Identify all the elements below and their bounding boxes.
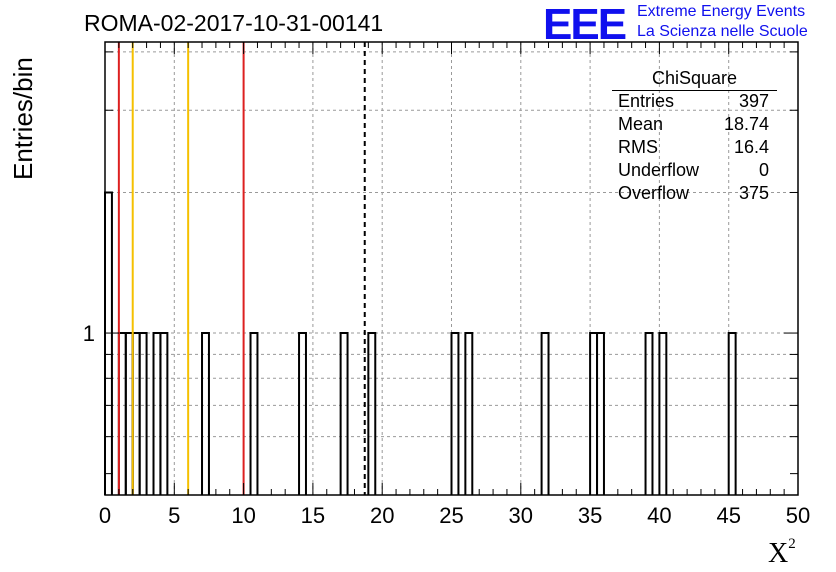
histogram-bar (138, 332, 148, 495)
x-tick-label: 35 (578, 503, 602, 528)
histogram-bar (727, 332, 737, 495)
stats-row-entries: Entries 397 (612, 91, 777, 114)
x-tick-label: 30 (509, 503, 533, 528)
histogram-bar (464, 332, 474, 495)
x-tick-label: 10 (231, 503, 255, 528)
stats-label: Overflow (618, 183, 690, 203)
logo-line-2: La Scienza nelle Scuole (637, 23, 808, 40)
stats-label: Entries (618, 91, 675, 111)
histogram-bar (339, 332, 349, 495)
histogram-bar (124, 332, 134, 495)
y-axis-label: Entries/bin (8, 57, 38, 180)
chart-title: ROMA-02-2017-10-31-00141 (84, 10, 384, 36)
histogram-bar (131, 332, 141, 495)
stats-box: ChiSquare Entries 397 Mean 18.74 RMS 16.… (612, 68, 777, 206)
stats-label: Underflow (618, 160, 700, 180)
histogram-bar (658, 332, 668, 495)
x-tick-label: 45 (716, 503, 740, 528)
stats-value: 375 (738, 183, 769, 203)
stats-value: 0 (758, 160, 769, 180)
stats-value: 16.4 (733, 137, 769, 157)
stats-label: RMS (618, 137, 658, 157)
stats-row-underflow: Underflow 0 (612, 160, 777, 183)
stats-label: Mean (618, 114, 664, 134)
stats-value: 18.74 (723, 114, 769, 134)
stats-row-mean: Mean 18.74 (612, 114, 777, 137)
x-tick-label: 25 (439, 503, 463, 528)
histogram-bar (159, 332, 169, 495)
histogram-bar (298, 332, 307, 495)
histogram-bar (152, 332, 162, 495)
histogram-bar (450, 332, 460, 495)
logo-line-1: Extreme Energy Events (637, 3, 806, 20)
x-axis-label-base: X (768, 538, 789, 569)
eee-logo: EEE (543, 0, 627, 49)
histogram-bar (104, 191, 113, 495)
stats-row-overflow: Overflow 375 (612, 183, 777, 206)
x-tick-label: 50 (786, 503, 810, 528)
histogram-bar (596, 332, 605, 495)
histogram-bar (201, 332, 210, 495)
x-tick-label: 15 (301, 503, 325, 528)
x-tick-label: 20 (370, 503, 394, 528)
stats-value: 397 (738, 91, 769, 111)
histogram-bar (367, 332, 377, 495)
x-axis-label-superscript: 2 (788, 535, 796, 552)
histogram-bar (249, 332, 259, 495)
x-tick-label: 40 (647, 503, 671, 528)
histogram-bar (589, 332, 599, 495)
x-tick-label: 5 (168, 503, 180, 528)
histogram-bar (540, 332, 550, 495)
histogram-bar (117, 332, 127, 495)
y-tick-label: 1 (83, 321, 95, 346)
x-tick-label: 0 (99, 503, 111, 528)
stats-row-rms: RMS 16.4 (612, 137, 777, 160)
histogram-bar (644, 332, 654, 495)
stats-title: ChiSquare (612, 68, 777, 91)
x-axis-label: X2 (768, 535, 796, 570)
